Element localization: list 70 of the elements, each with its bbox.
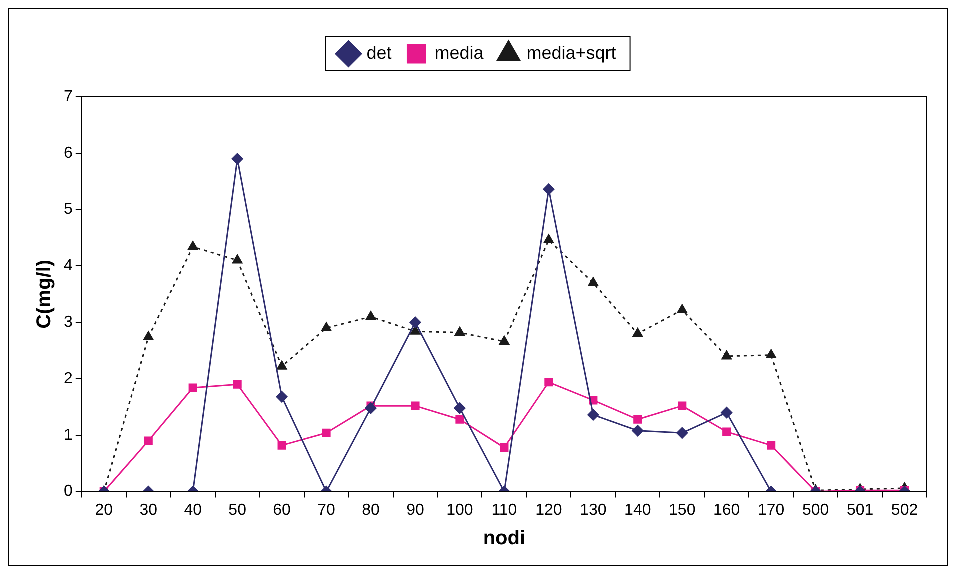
y-tick-label: 3 [64,314,73,332]
point [144,332,154,341]
x-tick-label: 40 [184,502,202,519]
point [365,402,377,414]
y-tick-label: 0 [64,483,73,500]
legend-label: media [434,42,485,63]
point [634,415,642,424]
point [276,360,288,370]
point [366,311,376,320]
x-axis-title: nodi [483,528,526,550]
legend-label: media+sqrt [526,42,616,63]
point [678,402,687,410]
y-tick-label: 6 [64,144,73,162]
point [456,415,464,424]
x-tick-label: 500 [802,502,830,519]
x-tick-label: 30 [140,502,158,519]
x-tick-label: 150 [669,502,696,519]
point [276,391,288,403]
y-tick-label: 5 [64,201,73,218]
point [543,184,555,196]
point [500,444,509,452]
point [544,378,554,387]
y-tick-label: 7 [64,88,73,106]
x-tick-label: 170 [758,502,785,519]
point [322,428,331,438]
point [188,241,198,250]
point [144,436,153,446]
point [544,234,554,244]
point [232,153,244,165]
point [588,277,598,286]
x-tick-label: 501 [846,502,874,519]
point [677,304,688,314]
x-tick-label: 502 [891,502,918,519]
point [632,425,644,437]
x-tick-label: 90 [406,502,424,519]
x-tick-label: 50 [228,502,247,519]
x-tick-label: 120 [536,502,562,519]
x-tick-label: 110 [492,502,518,519]
point [588,409,600,421]
x-tick-label: 100 [446,502,474,519]
point [278,441,286,450]
x-tick-label: 140 [624,502,652,519]
y-axis-title: C(mg/l) [34,260,56,329]
point [767,441,776,450]
x-tick-label: 80 [362,502,380,519]
x-tick-label: 160 [713,502,740,519]
legend-label: det [366,42,392,63]
point [722,350,732,360]
y-tick-label: 4 [64,258,73,275]
x-tick-label: 70 [318,502,336,519]
point [188,384,198,392]
point [410,326,421,335]
y-tick-label: 1 [64,426,73,444]
point [499,336,510,346]
y-tick-label: 2 [64,370,73,388]
point [676,427,688,439]
point [233,380,242,389]
x-tick-label: 130 [580,502,607,519]
point [410,316,422,328]
point [232,254,243,264]
point [454,402,466,414]
point [454,327,466,336]
point [321,322,332,332]
point [721,407,733,419]
point [411,402,420,410]
x-tick-label: 20 [95,502,114,519]
x-tick-label: 60 [273,502,292,519]
point [722,428,732,436]
point [766,350,776,359]
point [632,328,643,338]
